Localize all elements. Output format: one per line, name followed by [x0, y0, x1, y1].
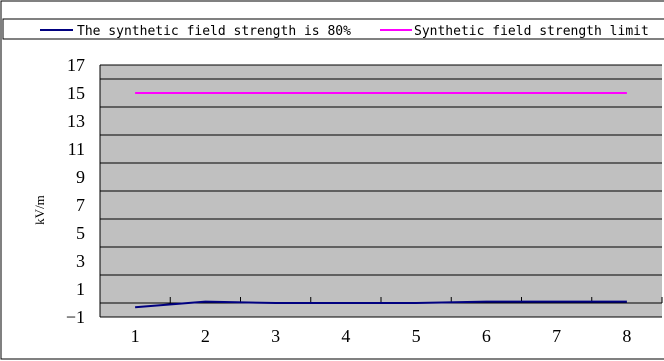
y-tick-label: 7 [76, 195, 85, 215]
y-axis-label: kV/m [32, 195, 47, 225]
series-line-1 [135, 300, 627, 309]
y-tick-label: −1 [66, 307, 85, 327]
x-tick-label: 2 [201, 326, 210, 346]
legend-label-series-2: Synthetic field strength limit [414, 24, 649, 39]
y-tick-label: 5 [76, 223, 85, 243]
y-tick-label: 1 [76, 279, 85, 299]
y-tick-label: 9 [76, 167, 85, 187]
legend-box [2, 18, 664, 40]
x-tick-label: 3 [271, 326, 280, 346]
x-tick-label: 8 [622, 326, 631, 346]
legend-label-series-1: The synthetic field strength is 80% [77, 24, 351, 39]
y-tick-label: 11 [68, 139, 85, 159]
x-tick-label: 5 [412, 326, 421, 346]
x-tick-label: 4 [341, 326, 350, 346]
y-tick-label: 15 [67, 83, 85, 103]
x-tick-label: 6 [482, 326, 491, 346]
x-tick-label: 1 [131, 326, 140, 346]
y-tick-label: 3 [76, 251, 85, 271]
series-layer [135, 92, 627, 309]
legend: The synthetic field strength is 80% Synt… [2, 18, 664, 40]
x-tick-label: 7 [552, 326, 561, 346]
y-tick-label: 13 [67, 111, 85, 131]
x-axis-tick-labels: 1 2 3 4 5 6 7 8 [131, 326, 632, 346]
y-tick-label: 17 [67, 55, 85, 75]
